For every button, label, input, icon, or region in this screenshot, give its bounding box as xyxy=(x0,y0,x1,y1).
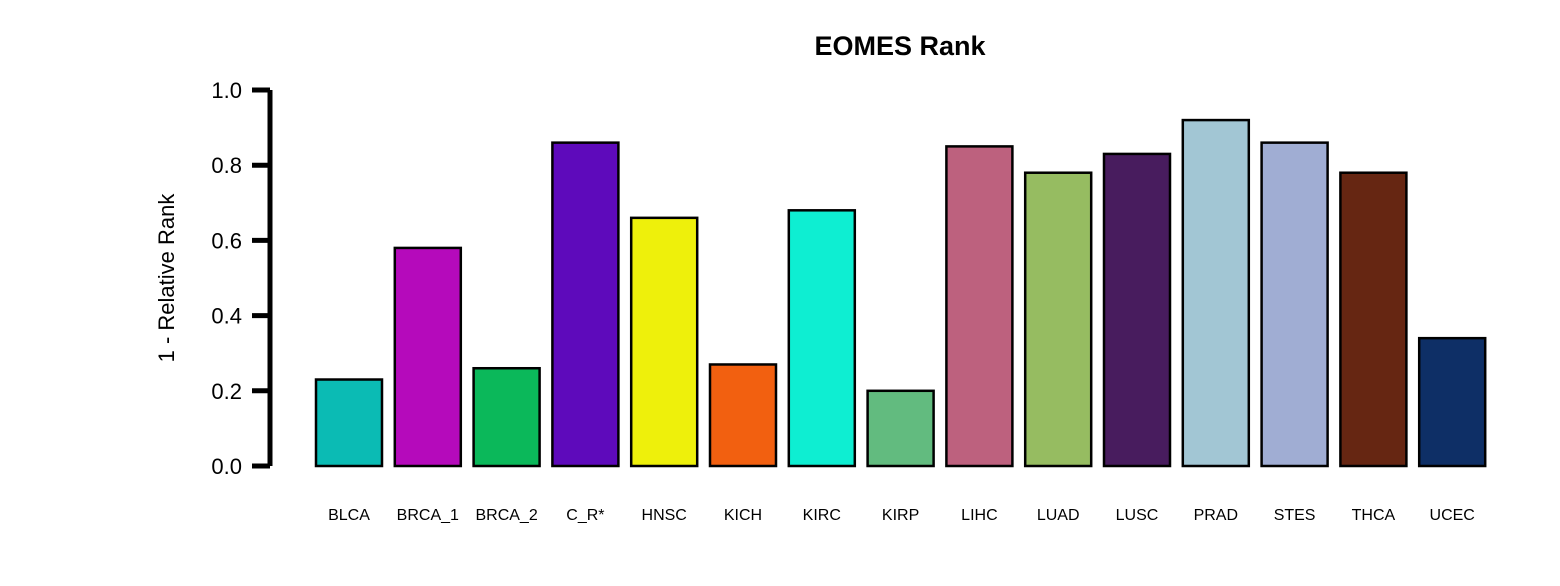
chart-title: EOMES Rank xyxy=(814,31,986,61)
x-tick-labels: BLCA BRCA_1 BRCA_2 C_R* HNSC KICH KIRC KIRP LIHC… xyxy=(328,507,1475,524)
x-tick-label: LUAD xyxy=(1037,507,1080,524)
x-tick-label: LIHC xyxy=(961,507,997,524)
x-tick-label: BRCA_2 xyxy=(475,507,537,524)
bar xyxy=(708,363,778,468)
bar xyxy=(629,216,699,468)
y-tick-label: 0.0 xyxy=(211,454,242,479)
x-tick-label: KIRC xyxy=(803,507,841,524)
y-tick-label: 0.6 xyxy=(211,228,242,253)
x-tick-label: THCA xyxy=(1352,507,1396,524)
y-tick-label: 0.4 xyxy=(211,304,242,329)
bars xyxy=(314,118,1487,468)
y-axis-label: 1 - Relative Rank xyxy=(154,193,179,363)
bar xyxy=(945,145,1014,468)
x-tick-label: BRCA_1 xyxy=(397,507,459,524)
bar xyxy=(787,209,857,468)
y-tick-label: 1.0 xyxy=(211,78,242,103)
x-tick-label: KICH xyxy=(724,507,762,524)
bar xyxy=(1023,171,1093,468)
x-tick-label: PRAD xyxy=(1194,507,1238,524)
x-tick-label: HNSC xyxy=(642,507,687,524)
bar xyxy=(393,246,463,468)
bar xyxy=(1181,118,1251,468)
x-tick-label: BLCA xyxy=(328,507,370,524)
bar xyxy=(1339,171,1408,468)
bar xyxy=(314,378,384,468)
bar xyxy=(1260,141,1329,468)
y-tick-label: 0.2 xyxy=(211,379,242,404)
x-tick-label: STES xyxy=(1274,507,1316,524)
x-tick-label: C_R* xyxy=(566,507,604,524)
y-axis: 0.0 0.2 0.4 0.6 0.8 1.0 xyxy=(211,78,273,479)
bar xyxy=(472,366,541,468)
x-tick-label: UCEC xyxy=(1430,507,1475,524)
bar xyxy=(1102,152,1172,468)
y-tick-label: 0.8 xyxy=(211,153,242,178)
bar xyxy=(551,141,620,468)
x-tick-label: KIRP xyxy=(882,507,919,524)
x-tick-label: LUSC xyxy=(1116,507,1159,524)
bar xyxy=(866,389,935,468)
bar xyxy=(1417,336,1487,468)
